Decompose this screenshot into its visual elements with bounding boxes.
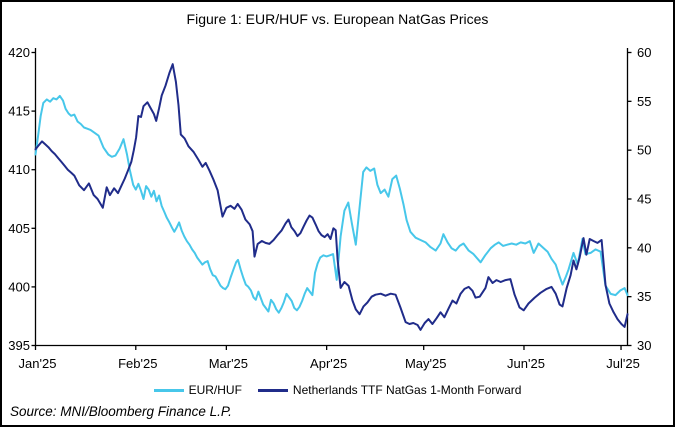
- y-right-tick-label: 45: [637, 192, 651, 207]
- x-tick-label: Jun'25: [507, 356, 545, 371]
- legend-label-natgas: Netherlands TTF NatGas 1-Month Forward: [292, 383, 522, 397]
- x-tick-label: Feb'25: [118, 356, 157, 371]
- source-note: Source: MNI/Bloomberg Finance L.P.: [10, 404, 232, 419]
- y-right-tick-label: 35: [637, 289, 651, 304]
- eurhuf-line-swatch: [153, 388, 184, 392]
- y-right-tick-label: 30: [637, 338, 651, 353]
- y-left-tick-label: 410: [8, 162, 30, 177]
- y-left-tick-label: 405: [8, 221, 30, 236]
- y-left-tick-label: 420: [8, 45, 30, 60]
- natgas-line-swatch: [257, 388, 288, 392]
- chart-title: Figure 1: EUR/HUF vs. European NatGas Pr…: [186, 11, 489, 27]
- legend-item-natgas: Netherlands TTF NatGas 1-Month Forward: [257, 383, 522, 397]
- y-left-tick-label: 395: [8, 338, 30, 353]
- y-right-tick-label: 55: [637, 94, 651, 109]
- x-tick-label: May'25: [405, 356, 447, 371]
- x-tick-label: Mar'25: [209, 356, 248, 371]
- legend-label-eurhuf: EUR/HUF: [188, 383, 242, 397]
- y-right-tick-label: 40: [637, 240, 651, 255]
- y-right-tick-label: 60: [637, 45, 651, 60]
- x-tick-label: Jul'25: [606, 356, 640, 371]
- series-line-natgas: [34, 63, 629, 331]
- y-left-tick-label: 415: [8, 104, 30, 119]
- y-right-tick-label: 50: [637, 143, 651, 158]
- x-tick-label: Apr'25: [310, 356, 347, 371]
- series-line-eurhuf: [34, 94, 629, 314]
- legend: EUR/HUF Netherlands TTF NatGas 1-Month F…: [2, 383, 673, 397]
- legend-item-eurhuf: EUR/HUF: [153, 383, 242, 397]
- y-left-tick-label: 400: [8, 279, 30, 294]
- x-tick-label: Jan'25: [19, 356, 57, 371]
